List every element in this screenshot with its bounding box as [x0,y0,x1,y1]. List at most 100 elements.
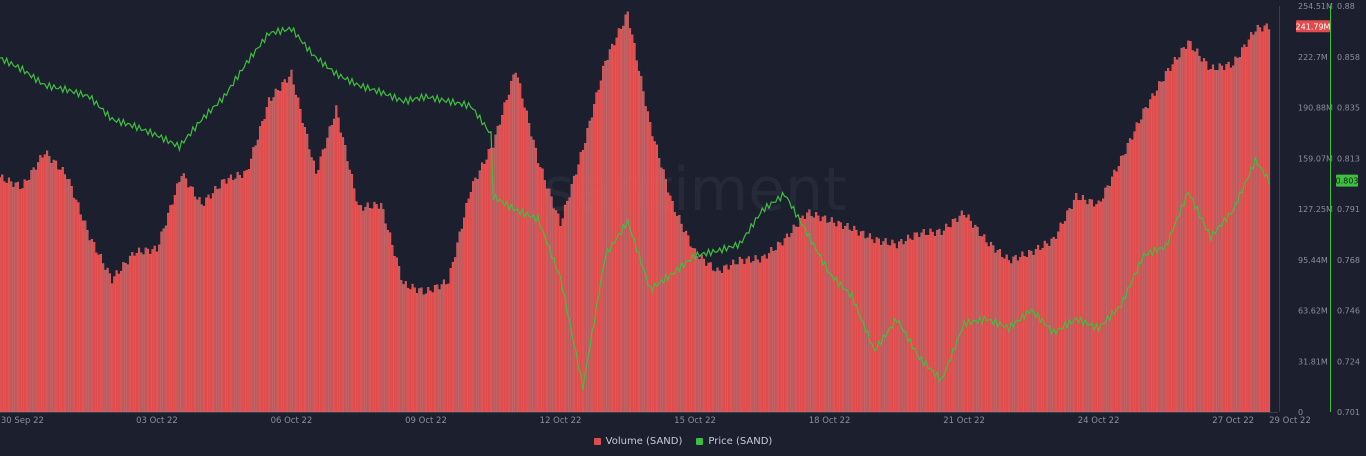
volume-bar [321,149,324,413]
volume-bar [1178,57,1181,413]
volume-bar [1005,254,1008,413]
volume-bar [180,176,183,413]
volume-bar [245,169,248,413]
volume-bar [1061,223,1064,413]
volume-bar [438,289,441,413]
volume-bar [743,263,746,413]
volume-bar [575,174,578,413]
volume-bar [954,218,957,413]
volume-bar [227,178,230,413]
volume-bar [915,232,919,413]
volume-bar [1099,201,1102,413]
volume-bar [1128,138,1132,413]
volume-bar [626,11,629,413]
volume-bar [776,241,780,413]
volume-bar [581,149,585,413]
volume-bar [218,188,221,413]
volume-bar [983,234,986,413]
volume-bar [211,193,215,413]
volume-bar [128,255,132,413]
volume-bar [640,76,643,413]
legend-item-volume[interactable]: Volume (SAND) [593,436,682,447]
volume-bar [133,255,136,413]
volume-bar [660,167,663,413]
volume-bar [297,97,300,413]
legend-item-price[interactable]: Price (SAND) [696,436,772,447]
legend: Volume (SAND) Price (SAND) [0,436,1366,447]
volume-bar [288,76,291,413]
volume-bar [420,287,423,413]
volume-bar [368,208,372,413]
volume-bar [380,203,383,413]
volume-bar [386,229,389,413]
volume-bar [45,150,49,413]
volume-bar [976,226,979,413]
volume-bar [1254,31,1257,413]
volume-bar [97,254,100,413]
volume-bar [79,214,82,413]
volume-bar [707,262,710,413]
volume-bar [1007,260,1011,413]
volume-bar [974,224,977,413]
price-tick-label: 0.858 [1337,53,1360,62]
volume-bar [1184,48,1188,413]
volume-bar [113,276,116,413]
volume-bar [285,82,289,413]
volume-bar [409,289,412,413]
volume-bar [308,149,311,413]
volume-bar [543,180,546,413]
volume-bar [335,105,338,413]
volume-bar [276,90,280,413]
volume-bar [1236,57,1239,413]
volume-bar [48,156,51,413]
volume-bar [99,253,102,413]
volume-bar [750,262,753,413]
volume-bar [142,254,145,413]
volume-bar [256,139,259,413]
volume-bar [696,255,699,413]
volume-bar [828,221,831,413]
volume-bar [232,180,235,413]
x-tick-label: 24 Oct 22 [1078,416,1120,426]
volume-bar [131,252,134,413]
volume-bar [90,238,94,413]
volume-bar [220,179,224,413]
volume-bar [857,235,860,413]
volume-bar [209,198,212,413]
volume-bar [667,192,670,413]
volume-bar [25,180,29,413]
volume-bar [1014,255,1017,413]
volume-bar [1041,248,1044,413]
volume-bar [1043,240,1046,413]
x-tick-label: 21 Oct 22 [943,416,985,426]
volume-bar [655,144,659,413]
volume-bar [945,223,948,413]
volume-bar [173,195,176,413]
volume-bar [205,197,208,413]
volume-bar [938,228,941,413]
volume-bar [303,127,307,413]
volume-bar [1023,256,1026,413]
volume-bar [272,97,275,413]
volume-bar [1247,39,1250,413]
volume-bar [281,82,284,413]
price-tick-label: 0.724 [1337,357,1360,366]
volume-bar [906,234,910,413]
volume-bar [927,234,930,413]
volume-bar [16,181,20,413]
volume-bar [37,162,40,413]
volume-bar [238,175,242,413]
volume-bar [902,244,905,413]
volume-bar [328,126,331,413]
volume-bar [1131,139,1134,413]
volume-bar [489,147,493,413]
volume-bar [406,287,410,413]
volume-bar [732,259,735,413]
volume-bar [545,188,549,413]
x-tick-label: 29 Oct 22 [1269,416,1311,426]
volume-bar [873,243,876,413]
volume-bar [229,174,233,413]
volume-bar [306,133,309,413]
volume-bar [391,245,394,413]
volume-bar [366,202,369,413]
